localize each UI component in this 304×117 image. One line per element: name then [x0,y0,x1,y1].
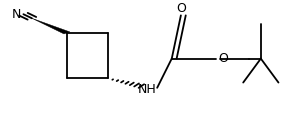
Text: NH: NH [138,83,157,96]
Polygon shape [32,18,70,34]
Text: N: N [12,8,21,21]
Text: O: O [219,52,228,65]
Text: O: O [176,2,186,15]
